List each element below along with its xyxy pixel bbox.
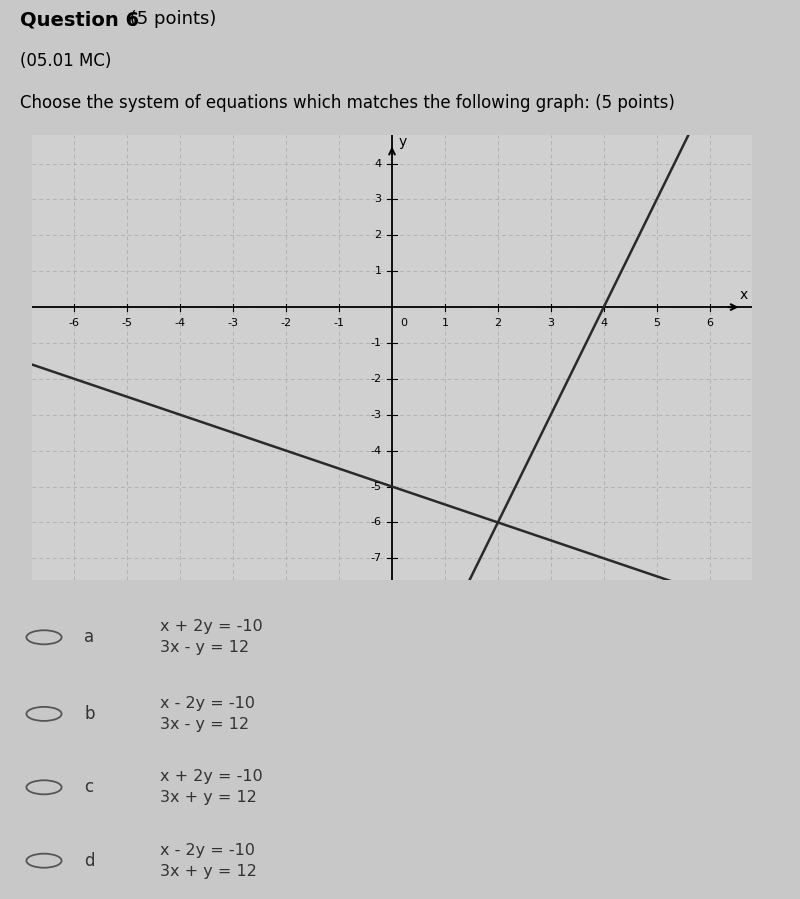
Text: -3: -3	[370, 410, 382, 420]
Text: 3x - y = 12: 3x - y = 12	[160, 717, 249, 732]
Text: -5: -5	[122, 318, 133, 328]
Text: 0: 0	[400, 318, 407, 328]
Text: Question 6: Question 6	[20, 11, 139, 30]
Text: -7: -7	[370, 553, 382, 564]
Text: 3x - y = 12: 3x - y = 12	[160, 640, 249, 655]
Text: (5 points): (5 points)	[124, 11, 216, 29]
Text: a: a	[84, 628, 94, 646]
Text: 4: 4	[600, 318, 607, 328]
Text: -3: -3	[228, 318, 238, 328]
Text: Choose the system of equations which matches the following graph: (5 points): Choose the system of equations which mat…	[20, 93, 675, 111]
Text: -1: -1	[334, 318, 345, 328]
Text: 2: 2	[374, 230, 382, 240]
Text: -2: -2	[281, 318, 292, 328]
Text: 4: 4	[374, 158, 382, 168]
Text: 1: 1	[374, 266, 382, 276]
Text: d: d	[84, 851, 94, 869]
Text: -1: -1	[370, 338, 382, 348]
Text: 6: 6	[706, 318, 713, 328]
Text: -6: -6	[69, 318, 80, 328]
Text: 2: 2	[494, 318, 502, 328]
Text: 3: 3	[547, 318, 554, 328]
Text: x + 2y = -10: x + 2y = -10	[160, 619, 262, 635]
Text: b: b	[84, 705, 94, 723]
Text: 5: 5	[654, 318, 660, 328]
Text: -2: -2	[370, 374, 382, 384]
Text: c: c	[84, 779, 93, 797]
Text: x: x	[740, 288, 748, 302]
Text: 3: 3	[374, 194, 382, 204]
Text: (05.01 MC): (05.01 MC)	[20, 52, 111, 70]
Text: x + 2y = -10: x + 2y = -10	[160, 770, 262, 785]
Text: -6: -6	[370, 518, 382, 528]
Text: -5: -5	[370, 482, 382, 492]
Text: 3x + y = 12: 3x + y = 12	[160, 864, 257, 878]
Text: x - 2y = -10: x - 2y = -10	[160, 843, 255, 858]
Text: 3x + y = 12: 3x + y = 12	[160, 790, 257, 806]
Text: x - 2y = -10: x - 2y = -10	[160, 696, 255, 711]
Text: -4: -4	[174, 318, 186, 328]
Text: -4: -4	[370, 446, 382, 456]
Text: y: y	[398, 135, 406, 149]
Text: 1: 1	[442, 318, 449, 328]
